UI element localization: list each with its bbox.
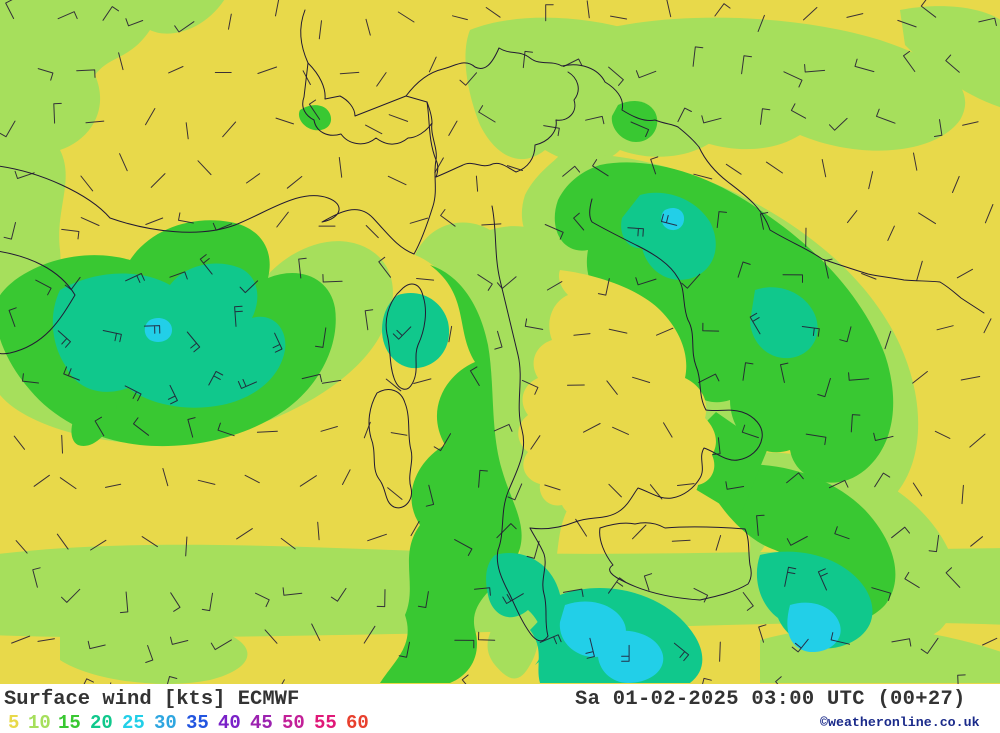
svg-text:©weatheronline.co.uk: ©weatheronline.co.uk	[820, 715, 980, 730]
svg-text:15: 15	[58, 712, 81, 733]
svg-text:Sa 01-02-2025 03:00 UTC (00+27: Sa 01-02-2025 03:00 UTC (00+27)	[575, 688, 966, 711]
svg-text:20: 20	[90, 712, 113, 733]
svg-text:25: 25	[122, 712, 145, 733]
svg-text:50: 50	[282, 712, 305, 733]
svg-text:5: 5	[8, 712, 19, 733]
svg-text:35: 35	[186, 712, 209, 733]
svg-text:55: 55	[314, 712, 337, 733]
svg-text:30: 30	[154, 712, 177, 733]
svg-text:10: 10	[28, 712, 51, 733]
svg-text:Surface wind [kts] ECMWF: Surface wind [kts] ECMWF	[4, 688, 299, 711]
svg-text:40: 40	[218, 712, 241, 733]
svg-text:45: 45	[250, 712, 273, 733]
svg-text:60: 60	[346, 712, 369, 733]
